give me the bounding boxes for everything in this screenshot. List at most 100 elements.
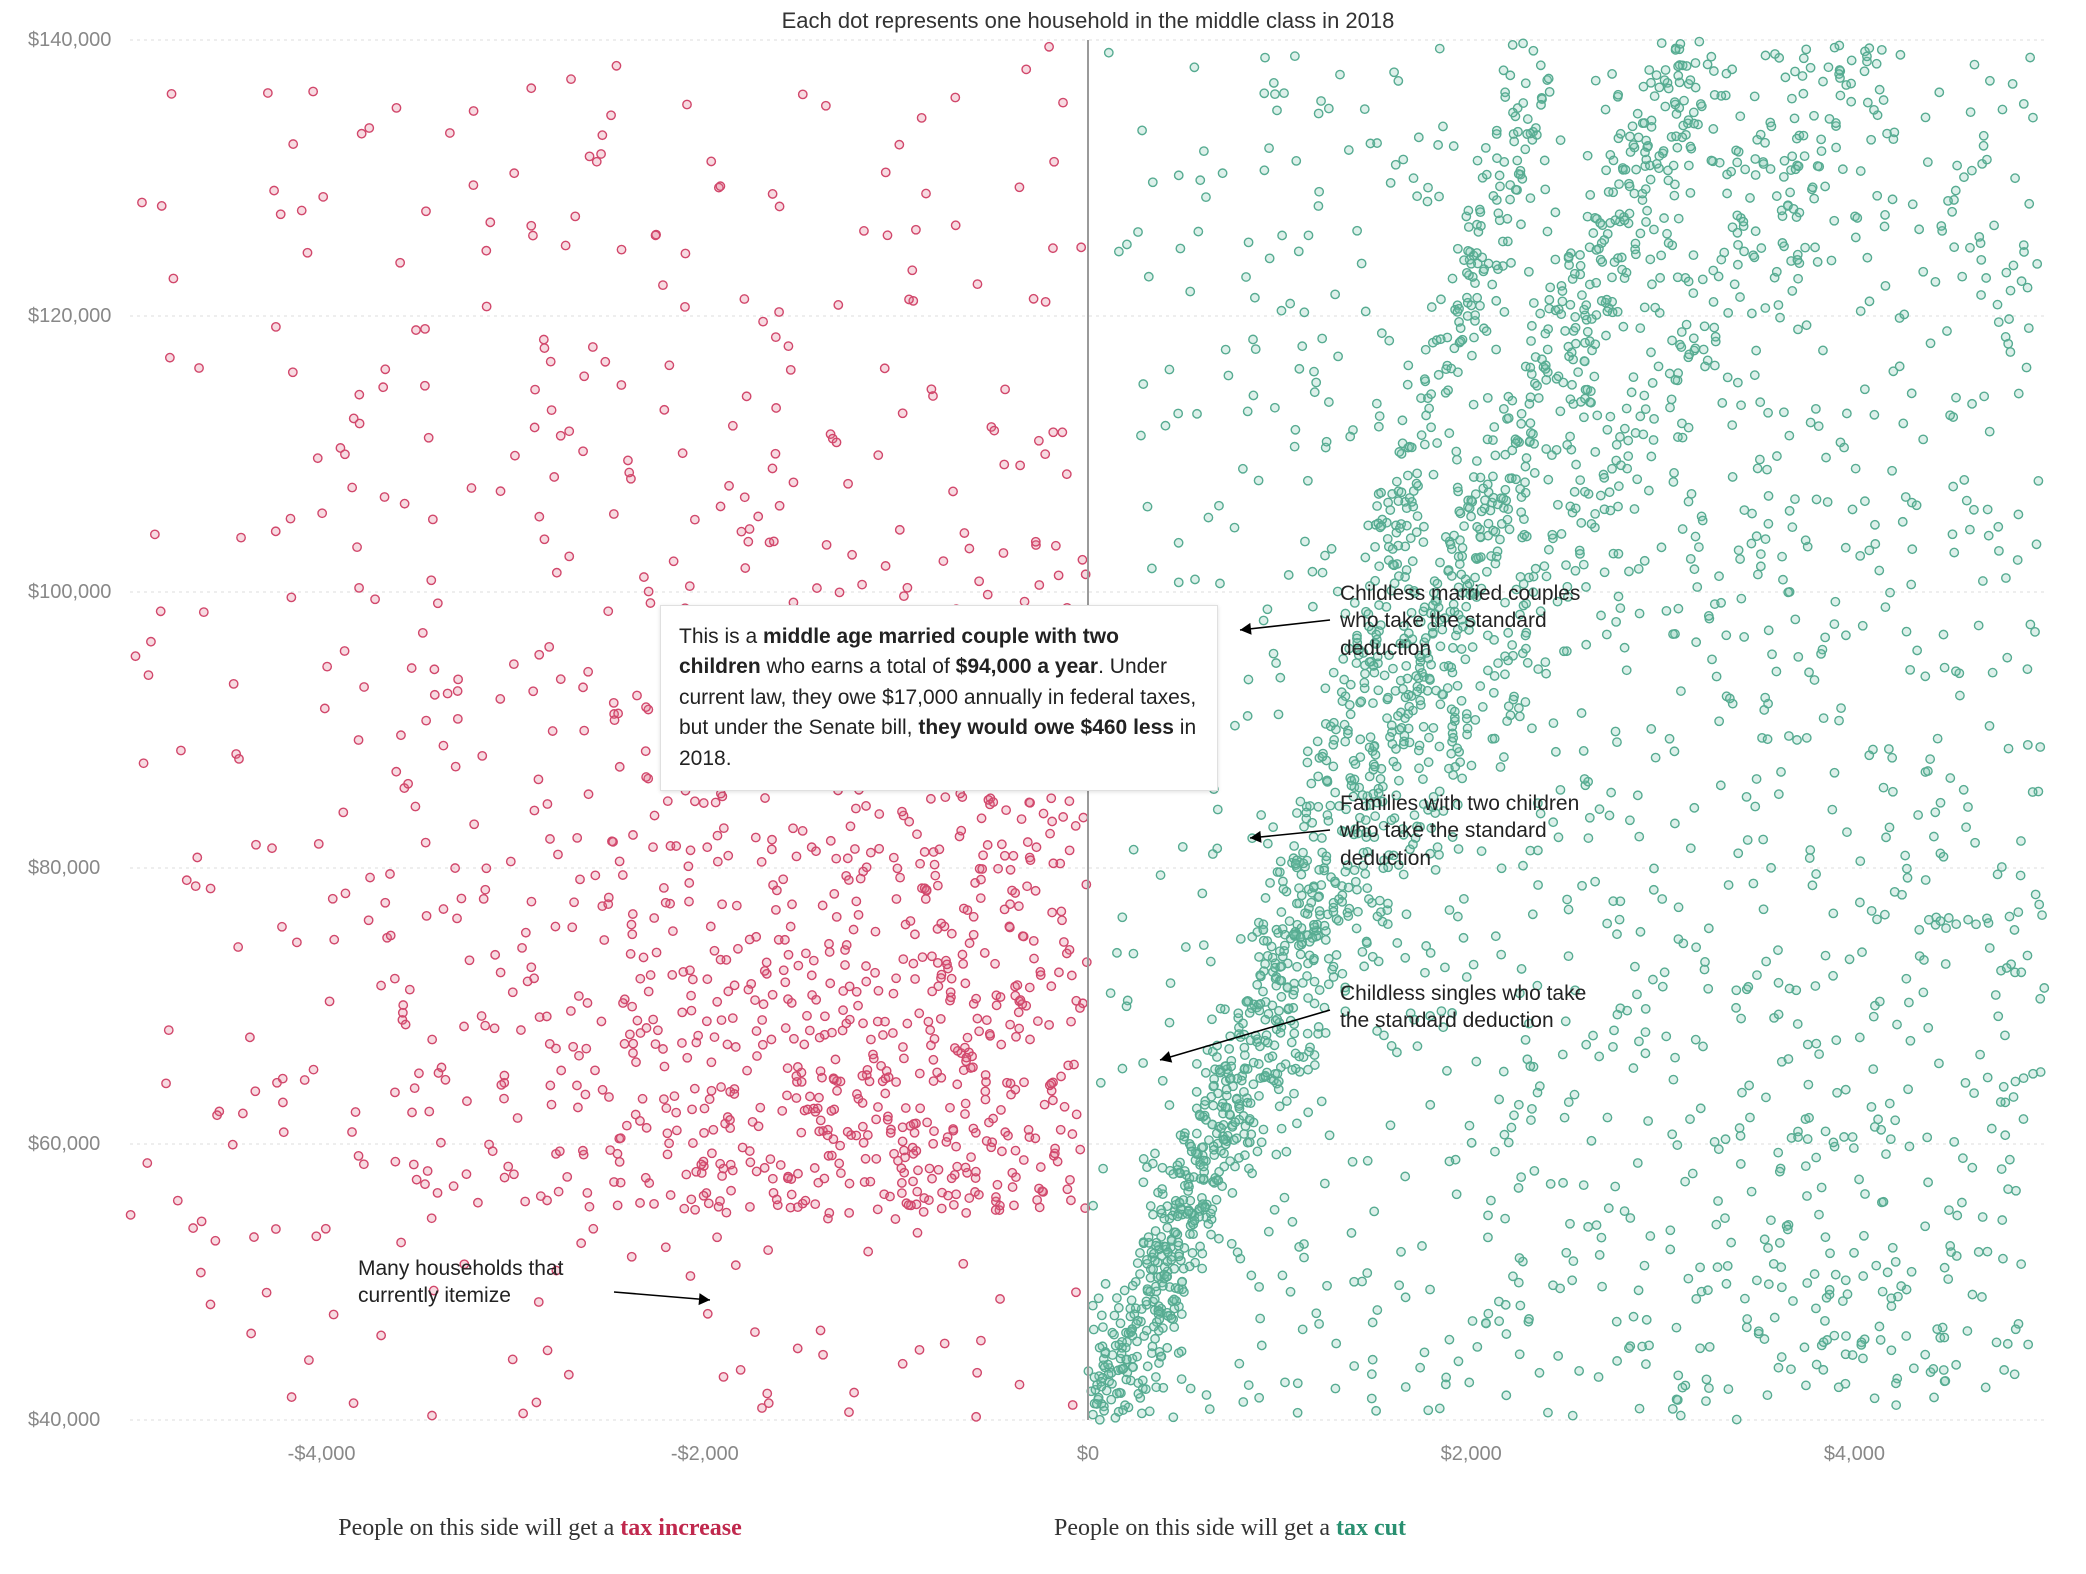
dot-tax-cut — [1138, 126, 1146, 134]
dot-tax-cut — [1489, 436, 1497, 444]
dot-tax-increase — [703, 1017, 711, 1025]
dot-tax-cut — [1856, 857, 1864, 865]
dot-tax-cut — [1707, 53, 1715, 61]
dot-tax-cut — [1687, 555, 1695, 563]
dot-tax-cut — [1678, 525, 1686, 533]
dot-tax-cut — [1755, 1327, 1763, 1335]
dot-tax-increase — [309, 1065, 317, 1073]
dot-tax-cut — [1605, 488, 1613, 496]
dot-tax-cut — [1946, 774, 1954, 782]
dot-tax-cut — [1495, 1317, 1503, 1325]
dot-tax-cut — [1368, 1394, 1376, 1402]
dot-tax-increase — [929, 1077, 937, 1085]
dot-tax-cut — [1536, 309, 1544, 317]
dot-tax-cut — [1764, 520, 1772, 528]
dot-tax-cut — [1218, 1182, 1226, 1190]
dot-tax-increase — [930, 1127, 938, 1135]
dot-tax-increase — [909, 959, 917, 967]
dot-tax-increase — [636, 1029, 644, 1037]
dot-tax-cut — [1276, 947, 1284, 955]
dot-tax-cut — [1902, 627, 1910, 635]
dot-tax-cut — [1528, 370, 1536, 378]
dot-tax-increase — [174, 1196, 182, 1204]
dot-tax-increase — [234, 943, 242, 951]
dot-tax-increase — [766, 1155, 774, 1163]
dot-tax-cut — [1365, 743, 1373, 751]
dot-tax-increase — [530, 423, 538, 431]
dot-tax-cut — [1592, 76, 1600, 84]
dot-tax-increase — [917, 114, 925, 122]
dot-tax-cut — [1404, 380, 1412, 388]
dot-tax-cut — [1993, 300, 2001, 308]
dot-tax-cut — [1207, 1093, 1215, 1101]
dot-tax-cut — [1952, 1361, 1960, 1369]
dot-tax-cut — [1631, 429, 1639, 437]
dot-tax-increase — [849, 925, 857, 933]
dot-tax-cut — [1657, 543, 1665, 551]
dot-tax-increase — [897, 1164, 905, 1172]
dot-tax-cut — [1563, 441, 1571, 449]
dot-tax-increase — [213, 1111, 221, 1119]
dot-tax-increase — [477, 1012, 485, 1020]
dot-tax-increase — [843, 941, 851, 949]
dot-tax-cut — [1526, 419, 1534, 427]
annotation-itemize: Many households that currently itemize — [358, 1255, 638, 1310]
dot-tax-increase — [386, 870, 394, 878]
dot-tax-cut — [1642, 1360, 1650, 1368]
dot-tax-cut — [1557, 310, 1565, 318]
dot-tax-increase — [147, 638, 155, 646]
dot-tax-cut — [1600, 568, 1608, 576]
dot-tax-increase — [931, 871, 939, 879]
dot-tax-cut — [1384, 920, 1392, 928]
dot-tax-increase — [1067, 1017, 1075, 1025]
dot-tax-cut — [1752, 775, 1760, 783]
dot-tax-cut — [1365, 895, 1373, 903]
dot-tax-increase — [811, 1200, 819, 1208]
dot-tax-cut — [1477, 553, 1485, 561]
dot-tax-increase — [787, 366, 795, 374]
dot-tax-increase — [624, 456, 632, 464]
dot-tax-cut — [1496, 763, 1504, 771]
dot-tax-cut — [1774, 979, 1782, 987]
dot-tax-increase — [486, 218, 494, 226]
dot-tax-cut — [1423, 197, 1431, 205]
dot-tax-cut — [2026, 53, 2034, 61]
dot-tax-increase — [719, 1373, 727, 1381]
chart-title: Each dot represents one household in the… — [782, 8, 1395, 33]
dot-tax-cut — [1209, 850, 1217, 858]
dot-tax-cut — [1559, 1050, 1567, 1058]
dot-tax-cut — [1645, 66, 1653, 74]
dot-tax-cut — [1454, 912, 1462, 920]
dot-tax-cut — [1608, 273, 1616, 281]
dot-tax-increase — [883, 231, 891, 239]
dot-tax-cut — [1429, 724, 1437, 732]
dot-tax-cut — [1340, 675, 1348, 683]
dot-tax-increase — [235, 755, 243, 763]
dot-tax-cut — [1743, 1315, 1751, 1323]
dot-tax-cut — [1712, 1220, 1720, 1228]
dot-tax-cut — [1329, 741, 1337, 749]
dot-tax-increase — [325, 997, 333, 1005]
dot-tax-cut — [2011, 174, 2019, 182]
dot-tax-cut — [1606, 219, 1614, 227]
dot-tax-increase — [789, 824, 797, 832]
dot-tax-cut — [1858, 948, 1866, 956]
dot-tax-cut — [1723, 373, 1731, 381]
dot-tax-increase — [360, 683, 368, 691]
dot-tax-cut — [1285, 917, 1293, 925]
dot-tax-increase — [745, 525, 753, 533]
dot-tax-cut — [1872, 1261, 1880, 1269]
dot-tax-cut — [1265, 254, 1273, 262]
dot-tax-cut — [1531, 565, 1539, 573]
dot-tax-cut — [1670, 191, 1678, 199]
dot-tax-cut — [1510, 1111, 1518, 1119]
dot-tax-increase — [759, 1041, 767, 1049]
dot-tax-increase — [380, 493, 388, 501]
dot-tax-increase — [783, 1091, 791, 1099]
dot-tax-cut — [1752, 532, 1760, 540]
dot-tax-increase — [838, 1026, 846, 1034]
dot-tax-increase — [961, 1110, 969, 1118]
dot-tax-cut — [1986, 77, 1994, 85]
dot-tax-cut — [1332, 1339, 1340, 1347]
dot-tax-cut — [1798, 72, 1806, 80]
